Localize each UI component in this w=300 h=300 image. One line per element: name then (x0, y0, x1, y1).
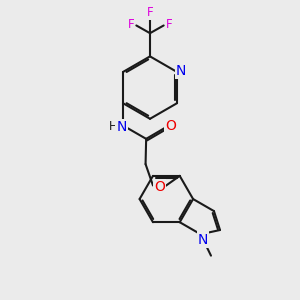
Text: N: N (198, 232, 208, 247)
Text: O: O (154, 180, 165, 194)
Text: N: N (176, 64, 186, 78)
Text: H: H (109, 121, 118, 134)
Text: N: N (116, 120, 127, 134)
Text: F: F (147, 6, 153, 19)
Text: F: F (166, 18, 172, 32)
Text: O: O (165, 119, 176, 133)
Text: F: F (128, 18, 134, 32)
